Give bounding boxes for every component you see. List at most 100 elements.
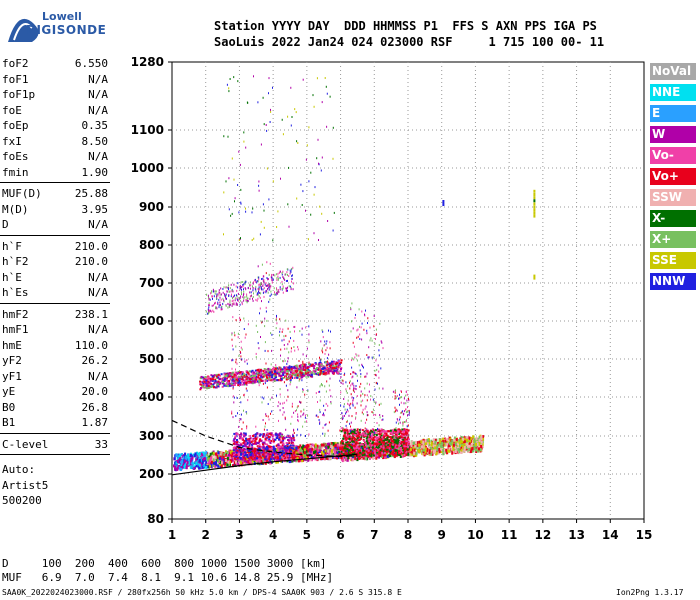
legend-item: X+ xyxy=(650,231,696,248)
echo-point xyxy=(254,433,257,436)
echo-point xyxy=(233,380,236,383)
echo-point xyxy=(186,461,189,465)
echo-point xyxy=(219,382,222,385)
echo-point xyxy=(274,448,277,450)
echo-point xyxy=(455,438,458,442)
echo-point xyxy=(356,436,359,439)
echo-point xyxy=(237,458,240,462)
echo-point xyxy=(442,452,445,456)
echo-point xyxy=(210,456,212,460)
echo-point xyxy=(454,450,457,453)
echo-point xyxy=(331,360,334,363)
echo-point xyxy=(228,449,231,453)
echo-point xyxy=(372,434,375,437)
echo-point xyxy=(249,441,251,443)
echo-point xyxy=(378,436,380,439)
echo-point xyxy=(249,454,252,457)
echo-point xyxy=(236,453,239,455)
echo-point xyxy=(248,443,251,446)
echo-point xyxy=(368,437,371,440)
echo-point xyxy=(479,448,482,452)
echo-point xyxy=(287,451,290,454)
echo-point xyxy=(179,460,182,464)
echo-point xyxy=(463,448,466,452)
echo-point xyxy=(285,368,288,371)
echo-point xyxy=(372,437,375,439)
echo-point xyxy=(234,449,237,452)
autoscaling-info: Artist5 xyxy=(2,478,49,492)
echo-point xyxy=(436,446,438,450)
echo-point xyxy=(376,454,379,457)
param-row: hmE 110.0 xyxy=(2,339,108,353)
echo-point xyxy=(353,428,356,431)
echo-point xyxy=(277,456,279,459)
echo-point xyxy=(252,454,255,458)
echo-point xyxy=(186,456,189,460)
echo-point xyxy=(427,450,430,454)
echo-point xyxy=(240,371,243,374)
echo-point xyxy=(252,374,254,377)
echo-point xyxy=(198,463,201,467)
echo-point xyxy=(322,452,325,456)
echo-point xyxy=(239,444,242,447)
echo-point xyxy=(247,372,250,375)
echo-point xyxy=(256,445,259,448)
echo-point xyxy=(314,443,317,447)
echo-point xyxy=(295,371,298,374)
echo-point xyxy=(276,437,279,439)
echo-point xyxy=(280,455,283,459)
echo-point xyxy=(391,437,394,440)
echo-point xyxy=(476,440,479,444)
echo-point xyxy=(395,449,398,452)
echo-point xyxy=(350,443,353,446)
echo-point xyxy=(413,451,416,455)
echo-point xyxy=(348,444,351,447)
echo-point xyxy=(303,374,306,377)
echo-point xyxy=(452,450,455,454)
echo-point xyxy=(410,442,413,446)
echo-point xyxy=(391,451,394,454)
echo-point xyxy=(227,372,229,375)
echo-point xyxy=(448,449,451,453)
echo-point xyxy=(403,437,406,440)
echo-point xyxy=(259,448,262,451)
echo-point xyxy=(379,436,382,439)
echo-point xyxy=(214,380,217,382)
param-row: hmF2 238.1 xyxy=(2,308,108,322)
echo-point xyxy=(286,449,288,452)
echo-point xyxy=(407,429,410,432)
echo-point xyxy=(370,431,373,434)
echo-point xyxy=(200,375,203,378)
echo-point xyxy=(286,435,289,438)
echo-point xyxy=(397,436,400,439)
echo-point xyxy=(457,448,460,452)
echo-point xyxy=(292,452,295,455)
echo-point xyxy=(464,443,467,447)
echo-point xyxy=(356,458,359,462)
echo-point xyxy=(182,465,184,469)
echo-point xyxy=(264,373,267,376)
echo-point xyxy=(174,461,177,465)
echo-point xyxy=(329,442,332,446)
echo-point xyxy=(337,366,340,369)
echo-point xyxy=(439,440,442,444)
echo-point xyxy=(443,448,446,452)
echo-point xyxy=(314,448,317,452)
echo-point xyxy=(355,452,358,455)
echo-point xyxy=(368,436,371,439)
echo-point xyxy=(190,457,193,461)
echo-point xyxy=(238,380,241,383)
echo-point xyxy=(237,371,240,374)
echo-point xyxy=(283,452,286,455)
echo-point xyxy=(209,462,212,466)
echo-point xyxy=(389,429,392,432)
echo-point xyxy=(386,454,389,458)
echo-point xyxy=(373,435,376,438)
echo-point xyxy=(203,453,206,457)
echo-point xyxy=(378,455,381,459)
echo-point xyxy=(360,444,363,447)
echo-point xyxy=(369,449,372,452)
echo-point xyxy=(241,376,244,379)
echo-point xyxy=(287,439,289,441)
echo-point xyxy=(255,438,258,440)
